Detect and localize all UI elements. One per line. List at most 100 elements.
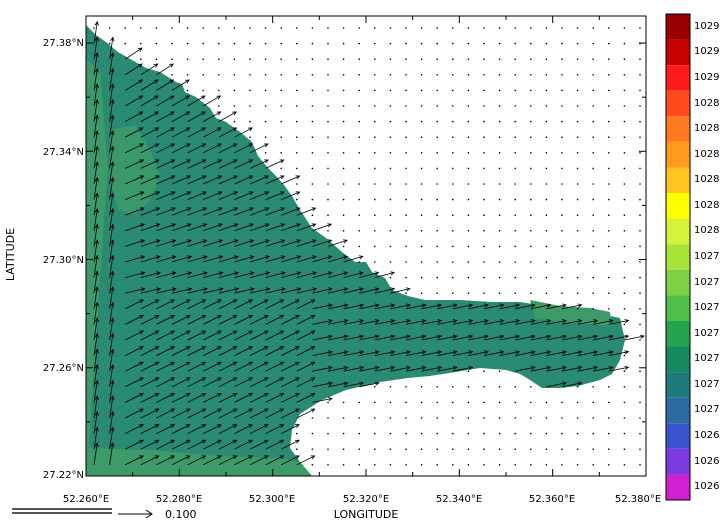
current-arrowhead <box>279 315 285 319</box>
grid-dot <box>171 74 173 76</box>
current-arrowhead <box>94 317 99 323</box>
current-arrow <box>125 361 144 372</box>
water-light-south <box>86 448 312 476</box>
current-arrow <box>203 159 222 169</box>
current-arrowhead <box>263 330 269 335</box>
current-arrowhead <box>110 130 115 135</box>
grid-dot <box>405 230 407 232</box>
current-arrow <box>171 330 191 341</box>
current-arrow <box>249 255 270 263</box>
grid-dot <box>452 464 454 466</box>
grid-dot <box>561 74 563 76</box>
current-arrowhead <box>94 410 99 416</box>
current-arrow <box>109 52 114 75</box>
grid-dot <box>467 386 470 388</box>
current-arrowhead <box>343 239 348 244</box>
grid-dot <box>374 448 376 451</box>
grid-dot <box>530 292 532 295</box>
colorbar-label: 1027 <box>694 353 720 365</box>
colorbar-label: 1028 <box>694 123 720 135</box>
grid-dot <box>545 432 548 435</box>
grid-dot <box>436 432 439 435</box>
current-arrowhead <box>110 270 115 276</box>
grid-dot <box>639 152 641 154</box>
grid-dot <box>374 464 376 466</box>
current-arrowhead <box>295 346 300 351</box>
grid-dot <box>483 89 485 92</box>
current-arrowhead <box>310 315 316 319</box>
current-arrow <box>327 382 348 388</box>
reference-vector-value: 0.100 <box>165 508 197 521</box>
grid-dot <box>311 58 314 60</box>
grid-dot <box>374 183 376 185</box>
grid-dot <box>561 105 563 107</box>
current-arrow <box>140 255 161 263</box>
grid-dot <box>327 136 329 138</box>
grid-dot <box>576 386 579 388</box>
current-arrow <box>218 299 237 310</box>
grid-dot <box>436 183 439 185</box>
current-arrow <box>281 408 300 419</box>
grid-dot <box>576 432 579 435</box>
grid-dot <box>530 245 532 248</box>
grid-dot <box>467 27 470 29</box>
grid-dot <box>514 401 516 404</box>
grid-dot <box>405 58 407 60</box>
current-arrowhead <box>530 365 536 371</box>
current-arrowhead <box>296 239 302 244</box>
grid-dot <box>420 74 423 76</box>
grid-dot <box>311 89 314 92</box>
current-arrow <box>187 175 207 185</box>
grid-dot <box>467 292 470 295</box>
grid-dot <box>639 292 641 295</box>
current-arrowhead <box>593 334 599 339</box>
current-arrow <box>140 346 159 356</box>
current-arrow <box>249 315 269 325</box>
current-arrow <box>343 288 364 294</box>
current-arrowhead <box>484 319 489 324</box>
current-arrowhead <box>154 439 160 444</box>
grid-dot <box>420 42 423 45</box>
current-arrow <box>468 304 489 310</box>
current-arrowhead <box>279 361 285 366</box>
grid-dot <box>639 261 641 263</box>
current-arrow <box>109 364 114 387</box>
current-arrowhead <box>232 330 238 335</box>
grid-dot <box>171 58 173 60</box>
grid-dot <box>561 464 563 466</box>
current-arrowhead <box>624 319 630 324</box>
current-arrowhead <box>154 408 160 413</box>
grid-dot <box>280 136 283 138</box>
grid-dot <box>452 27 454 29</box>
current-arrowhead <box>608 334 614 339</box>
grid-dot <box>467 261 470 263</box>
current-arrow <box>249 207 269 216</box>
current-arrowhead <box>248 127 253 132</box>
current-arrowhead <box>499 303 505 308</box>
current-arrow <box>468 335 489 341</box>
grid-dot <box>514 74 516 76</box>
current-arrowhead <box>94 254 99 260</box>
grid-dot <box>623 198 626 201</box>
grid-dot <box>514 89 516 92</box>
current-arrowhead <box>201 424 207 429</box>
grid-dot <box>467 120 470 123</box>
colorbar-label: 1028 <box>694 225 720 237</box>
grid-dot <box>327 183 329 185</box>
current-arrow <box>249 439 269 450</box>
grid-dot <box>233 89 236 92</box>
current-arrowhead <box>154 393 160 397</box>
current-arrow <box>546 304 567 310</box>
grid-dot <box>483 58 485 60</box>
current-arrow <box>265 393 284 403</box>
current-arrowhead <box>110 223 115 229</box>
grid-dot <box>498 152 501 154</box>
current-arrow <box>125 330 144 341</box>
colorbar-label: 1026 <box>694 481 720 493</box>
grid-dot <box>452 105 454 107</box>
current-arrow <box>359 320 379 325</box>
grid-dot <box>389 42 392 45</box>
current-arrowhead <box>201 455 207 460</box>
current-arrowhead <box>437 334 443 339</box>
current-arrow <box>171 424 191 434</box>
